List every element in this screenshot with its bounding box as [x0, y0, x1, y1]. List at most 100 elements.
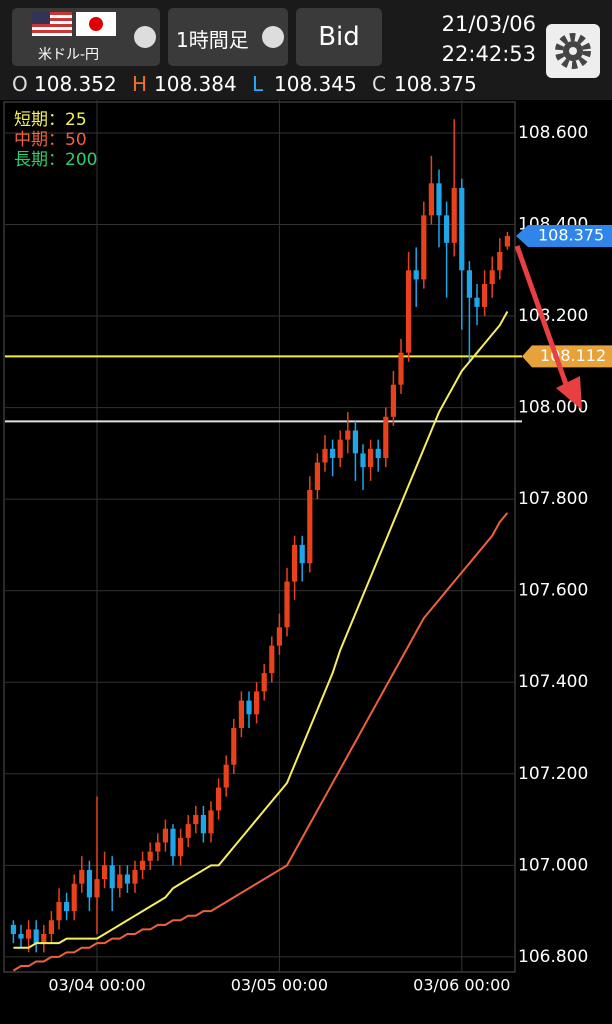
plot: 106.800 107.000 107.200 107.400 107.600 107.8…: [5, 100, 612, 995]
candle-body: [178, 837, 184, 857]
plot-frame: [3, 101, 516, 973]
candle-body: [406, 270, 412, 353]
candle-body: [56, 901, 62, 921]
candle-body: [223, 764, 229, 788]
ohlc-label: O: [12, 72, 28, 96]
candle-body: [307, 489, 313, 564]
candle-body: [254, 691, 260, 715]
candle-body: [284, 581, 290, 628]
candle-body: [64, 901, 70, 912]
dropdown-icon: [262, 26, 284, 48]
timeframe-label: 1時間足: [176, 28, 249, 52]
ohlc-value: 108.375: [394, 72, 477, 96]
legend-entry: 長期：200: [14, 150, 97, 170]
dropdown-icon: [134, 26, 156, 48]
candle-body: [330, 448, 336, 458]
bid-button[interactable]: Bid: [296, 8, 382, 66]
candle-body: [94, 879, 100, 898]
candle-body: [147, 851, 153, 861]
ohlc-value: 108.384: [154, 72, 237, 96]
price-tag: [522, 345, 612, 368]
x-tick-label: 03/04 00:00: [48, 976, 145, 995]
candle-body: [322, 448, 328, 463]
candle-body: [71, 883, 77, 912]
candle-body: [489, 270, 495, 285]
y-tick-label: 108.600: [518, 123, 588, 143]
candle-body: [200, 814, 206, 834]
candle-body: [170, 828, 176, 857]
candle-body: [132, 869, 138, 884]
candle-body: [292, 544, 298, 582]
candle-body: [238, 700, 244, 729]
candle-body: [474, 297, 480, 307]
y-tick-label: 107.800: [518, 489, 588, 509]
ohlc-value: 108.345: [274, 72, 357, 96]
candle-body: [444, 215, 450, 243]
candle-body: [162, 828, 168, 843]
candle-body: [504, 235, 510, 247]
pair-label: 米ドル-円: [38, 47, 100, 63]
candle-body: [261, 673, 267, 692]
y-tick-label: 108.000: [518, 398, 588, 418]
candle-body: [216, 787, 222, 811]
ohlc-value: 108.352: [34, 72, 117, 96]
current-price-label: 108.375: [538, 225, 604, 244]
candle-body: [482, 284, 488, 307]
candle-body: [18, 934, 24, 939]
candle-body: [413, 270, 419, 280]
timeframe-selector[interactable]: 1時間足: [168, 8, 288, 66]
pair-selector[interactable]: 米ドル-円: [12, 8, 160, 66]
candle-body: [398, 352, 404, 385]
flags: [32, 12, 116, 36]
ohlc-label: H: [132, 72, 148, 96]
time: 22:42:53: [441, 42, 536, 66]
candle-body: [451, 187, 457, 243]
y-tick-label: 107.600: [518, 581, 588, 601]
candle-body: [155, 842, 161, 852]
candle-body: [231, 728, 237, 765]
candle-body: [390, 384, 396, 417]
candle-body: [337, 439, 343, 458]
candle-body: [299, 544, 305, 564]
candle-body: [79, 869, 85, 884]
candle-body: [345, 430, 351, 440]
date: 21/03/06: [441, 12, 536, 36]
header: 米ドル-円 1時間足 Bid 21/03/06 22:42:53 O 108.35…: [0, 0, 612, 100]
current-price-tag: [516, 224, 612, 247]
candle-body: [375, 448, 381, 458]
candle-body: [466, 270, 472, 298]
y-tick-label: 106.800: [518, 947, 588, 967]
candle-body: [185, 824, 191, 838]
candle-body: [428, 183, 434, 216]
y-tick-label: 107.200: [518, 764, 588, 784]
candle-body: [102, 865, 108, 880]
candle-body: [276, 627, 282, 646]
bid-label: Bid: [318, 22, 360, 52]
settings-button[interactable]: [546, 24, 600, 78]
moving-average-line: [13, 310, 509, 949]
candle-body: [497, 251, 503, 271]
candle-body: [86, 869, 92, 898]
candle-body: [368, 448, 374, 468]
ohlc-label: L: [252, 72, 264, 96]
x-tick-label: 03/06 00:00: [413, 976, 510, 995]
gear-icon: [555, 33, 591, 69]
candle-body: [193, 814, 199, 825]
candle-body: [33, 929, 39, 944]
candle-body: [109, 865, 115, 889]
candle-body: [246, 700, 252, 715]
candle-body: [26, 929, 32, 939]
moving-average-line: [12, 512, 509, 972]
y-tick-label: 107.400: [518, 672, 588, 692]
candle-body: [124, 874, 130, 884]
annotation-arrow: [514, 245, 582, 410]
candle-body: [314, 462, 320, 490]
candle-body: [10, 924, 16, 935]
candle-body: [360, 453, 366, 468]
legend-entry: 短期：25: [14, 110, 87, 130]
candle-body: [41, 934, 47, 944]
y-tick-label: 107.000: [518, 855, 588, 875]
candle-body: [459, 187, 465, 271]
